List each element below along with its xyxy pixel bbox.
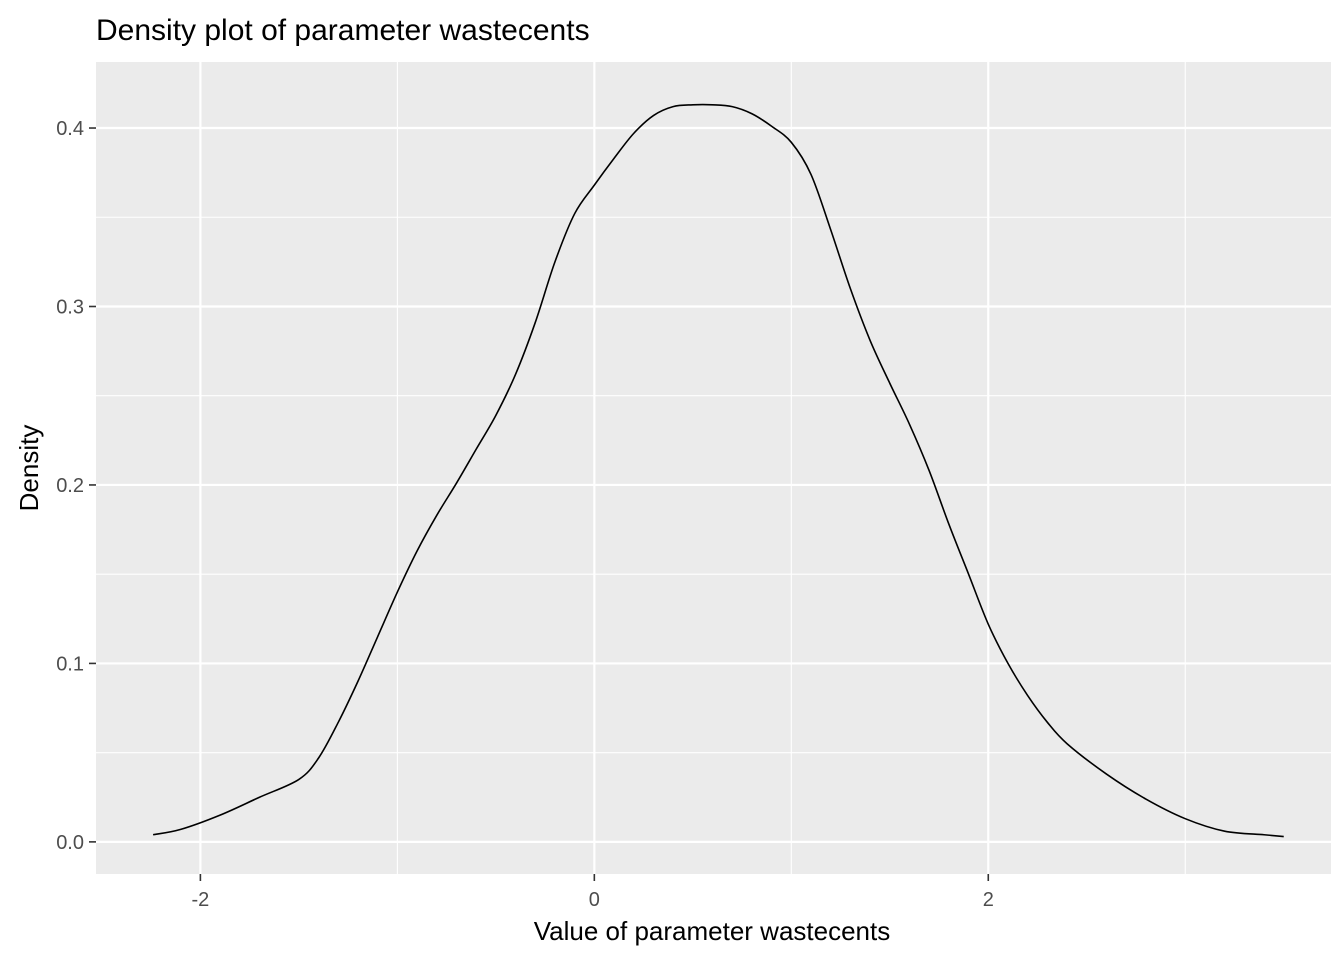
y-tick-label: 0.4	[56, 118, 84, 140]
x-axis-ticks: -2 0 2	[191, 874, 994, 911]
y-tick-label: 0.2	[56, 475, 84, 497]
density-curve	[152, 103, 1284, 838]
y-tick-label: 0.0	[56, 832, 84, 854]
minor-gridlines	[96, 62, 1331, 874]
x-tick-label: 2	[983, 889, 994, 911]
x-tick-label: -2	[191, 889, 209, 911]
major-gridlines	[96, 62, 1331, 874]
y-tick-label: 0.3	[56, 296, 84, 318]
x-axis-title: Value of parameter wastecents	[534, 916, 890, 946]
chart-title: Density plot of parameter wastecents	[96, 14, 590, 47]
plot-panel	[96, 62, 1331, 874]
y-axis-ticks: 0.0 0.1 0.2 0.3 0.4	[56, 118, 96, 854]
y-tick-label: 0.1	[56, 653, 84, 675]
x-tick-label: 0	[589, 889, 600, 911]
y-axis-title: Density	[14, 425, 44, 512]
